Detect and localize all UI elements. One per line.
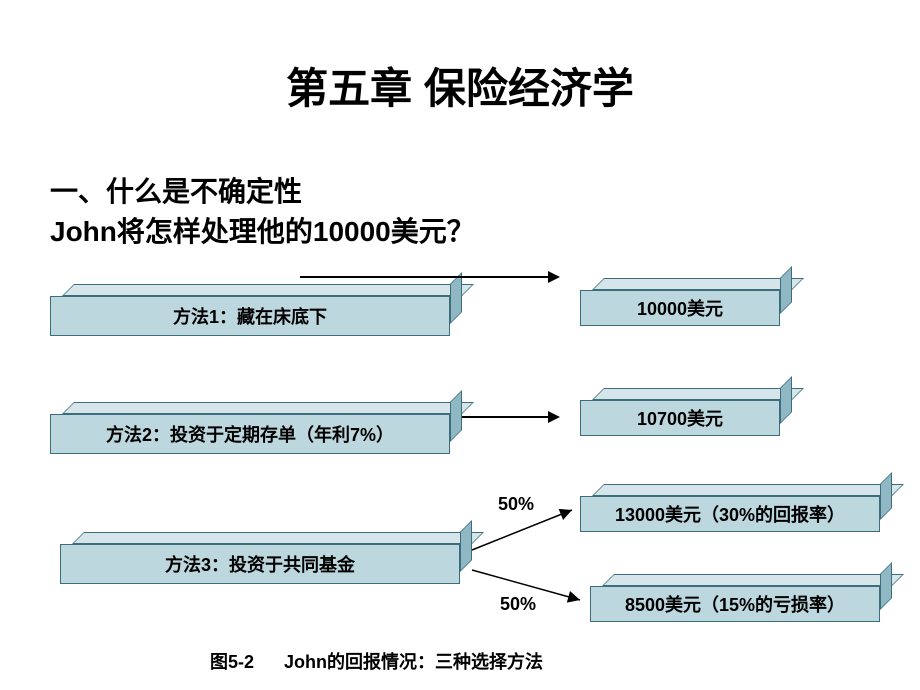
outcome-box-2-1: 10700美元: [580, 400, 780, 436]
box-side-face: [880, 472, 892, 520]
chapter-title: 第五章 保险经济学: [0, 55, 920, 116]
question-text: John将怎样处理他的10000美元？: [50, 210, 475, 250]
caption-prefix: 图5-2: [210, 652, 254, 672]
box-top-face: [602, 574, 904, 586]
box-label: 8500美元（15%的亏损率）: [590, 586, 880, 622]
method-box-3: 方法3：投资于共同基金: [60, 544, 460, 584]
method-box-1: 方法1：藏在床底下: [50, 296, 450, 336]
caption-body: John的回报情况：三种选择方法: [284, 652, 543, 672]
box-label: 10000美元: [580, 290, 780, 326]
box-label: 方法3：投资于共同基金: [60, 544, 460, 584]
box-top-face: [592, 278, 804, 290]
box-side-face: [450, 272, 462, 324]
probability-label-1: 50%: [498, 494, 534, 515]
arrow-line: [300, 276, 550, 278]
arrow-line: [462, 416, 550, 418]
box-label: 方法1：藏在床底下: [50, 296, 450, 336]
arrow-head-icon: [548, 411, 560, 423]
section-heading: 一、什么是不确定性: [50, 170, 302, 210]
box-top-face: [62, 284, 474, 296]
outcome-box-1-1: 10000美元: [580, 290, 780, 326]
box-side-face: [880, 562, 892, 610]
box-top-face: [592, 484, 904, 496]
box-label: 13000美元（30%的回报率）: [580, 496, 880, 532]
outcome-box-3-2: 8500美元（15%的亏损率）: [590, 586, 880, 622]
box-top-face: [62, 402, 474, 414]
method-box-2: 方法2：投资于定期存单（年利7%）: [50, 414, 450, 454]
box-side-face: [780, 266, 792, 314]
box-top-face: [72, 532, 484, 544]
outcome-box-3-1: 13000美元（30%的回报率）: [580, 496, 880, 532]
figure-caption: 图5-2 John的回报情况：三种选择方法: [210, 648, 543, 674]
arrow-head-icon: [548, 271, 560, 283]
probability-label-2: 50%: [500, 594, 536, 615]
box-top-face: [592, 388, 804, 400]
box-label: 方法2：投资于定期存单（年利7%）: [50, 414, 450, 454]
box-label: 10700美元: [580, 400, 780, 436]
box-side-face: [780, 376, 792, 424]
box-side-face: [450, 390, 462, 442]
